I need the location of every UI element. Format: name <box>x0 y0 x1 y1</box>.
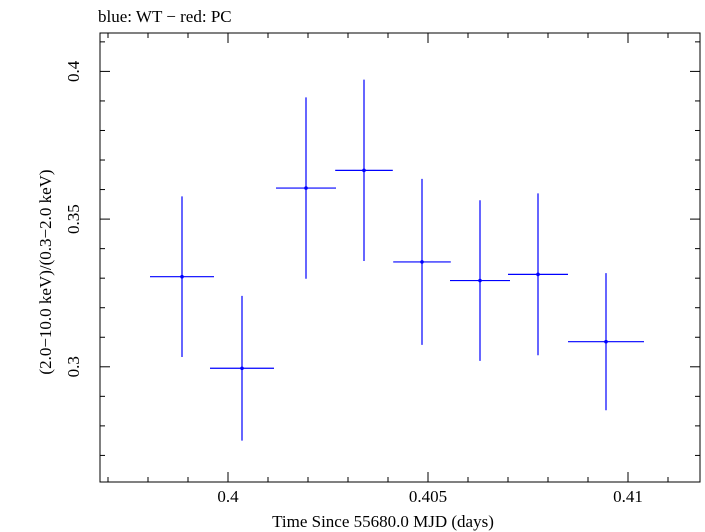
data-marker <box>536 272 540 277</box>
x-axis-label: Time Since 55680.0 MJD (days) <box>272 512 494 531</box>
data-marker <box>304 186 308 190</box>
data-marker <box>478 278 482 283</box>
data-marker <box>420 260 424 264</box>
x-tick-label: 0.41 <box>613 487 643 506</box>
x-tick-label: 0.405 <box>409 487 447 506</box>
data-point <box>568 273 644 411</box>
data-point <box>150 196 214 358</box>
data-point <box>450 200 510 361</box>
data-marker <box>604 339 608 344</box>
y-tick-label: 0.3 <box>64 356 83 377</box>
chart-title: blue: WT − red: PC <box>98 7 232 26</box>
x-tick-label: 0.4 <box>217 487 239 506</box>
data-point <box>276 97 336 279</box>
y-axis-label: (2.0−10.0 keV)/(0.3−2.0 keV) <box>36 169 55 374</box>
data-point <box>335 79 393 262</box>
data-marker <box>362 168 366 173</box>
data-point <box>210 295 274 441</box>
data-series-wt <box>150 79 644 441</box>
x-axis-ticks: 0.4 0.405 0.41 <box>107 33 669 506</box>
data-marker <box>240 366 244 371</box>
y-tick-label: 0.4 <box>64 60 83 82</box>
data-point <box>393 178 451 345</box>
data-marker <box>180 274 184 279</box>
plot-frame <box>99 32 701 483</box>
y-axis-ticks: 0.3 0.35 0.4 <box>64 41 700 456</box>
y-tick-label: 0.35 <box>64 204 83 234</box>
data-point <box>508 193 568 356</box>
